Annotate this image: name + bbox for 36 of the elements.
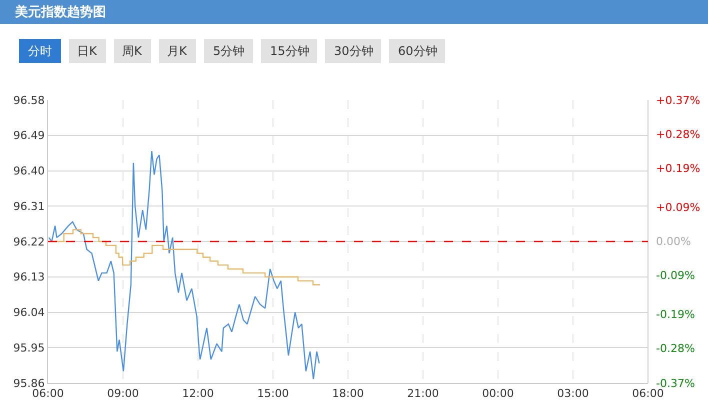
y2-tick-label: -0.09% (656, 269, 695, 282)
x-tick-label: 06:00 (32, 387, 64, 400)
x-tick-label: 00:00 (482, 387, 514, 400)
y-tick-label: 95.95 (13, 341, 45, 354)
y2-tick-label: -0.37% (656, 377, 695, 390)
y-tick-label: 96.58 (13, 94, 45, 107)
y-tick-label: 96.40 (13, 164, 45, 178)
y2-tick-label: +0.09% (656, 201, 700, 214)
text: 5分钟 (213, 44, 245, 58)
y2-tick-label: -0.19% (656, 308, 695, 321)
text: 60分钟 (398, 44, 438, 58)
y2-tick-label: +0.28% (656, 128, 700, 141)
y-tick-label: 96.22 (13, 235, 45, 248)
x-tick-label: 21:00 (407, 387, 439, 400)
chart-title: 美元指数趋势图 (14, 4, 106, 20)
y2-tick-label: -0.28% (656, 342, 695, 355)
x-tick-label: 12:00 (182, 387, 214, 400)
y-tick-label: 96.49 (13, 129, 45, 142)
text: 15分钟 (270, 44, 310, 58)
y2-tick-label: +0.37% (656, 94, 700, 107)
y-tick-label: 95.86 (13, 376, 45, 390)
x-tick-label: 06:00 (632, 387, 664, 400)
x-tick-label: 15:00 (257, 387, 289, 400)
x-tick-label: 09:00 (107, 387, 139, 400)
x-tick-label: 18:00 (332, 387, 364, 400)
text: 月K (167, 44, 188, 58)
y-tick-label: 96.31 (13, 200, 45, 213)
y-tick-label: 96.13 (13, 270, 45, 284)
text: 日K (77, 44, 98, 58)
y-tick-label: 96.04 (13, 306, 45, 320)
y2-tick-label: 0.00% (656, 235, 691, 248)
x-tick-label: 03:00 (557, 387, 589, 400)
y2-tick-label: +0.19% (656, 162, 700, 175)
text: 30分钟 (334, 44, 374, 58)
text: 周K (122, 44, 143, 58)
text: 分时 (28, 44, 52, 58)
